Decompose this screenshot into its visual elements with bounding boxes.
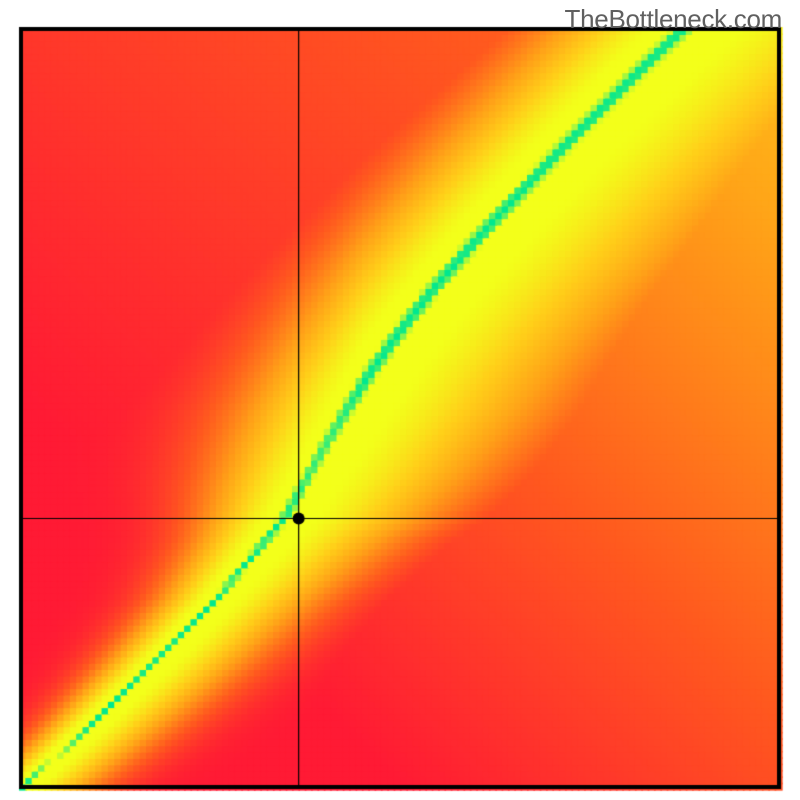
heatmap-canvas <box>0 0 800 800</box>
watermark-text: TheBottleneck.com <box>565 4 782 35</box>
chart-container: TheBottleneck.com <box>0 0 800 800</box>
